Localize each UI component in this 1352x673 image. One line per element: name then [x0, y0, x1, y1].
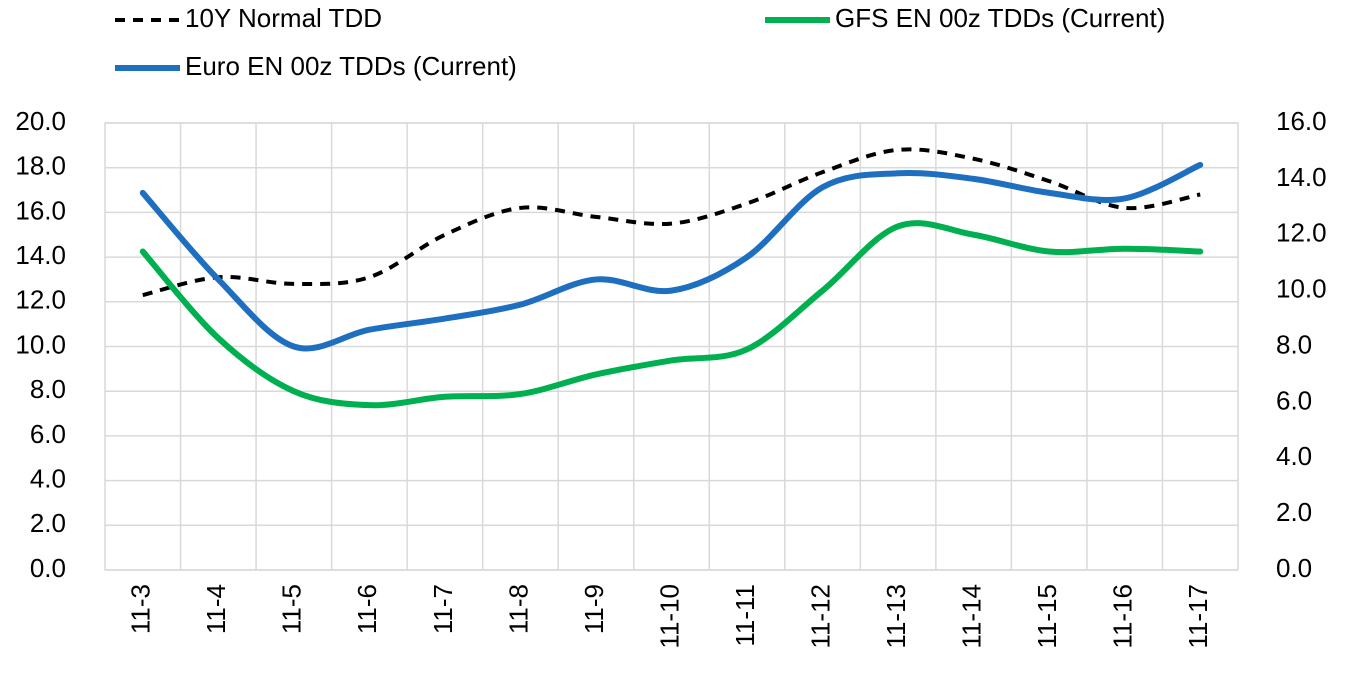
- y2-tick-label: 4.0: [1276, 441, 1312, 471]
- y-tick-label: 14.0: [15, 240, 66, 270]
- y-tick-label: 0.0: [30, 553, 66, 583]
- x-tick-label: 11-11: [730, 584, 760, 647]
- y-tick-label: 2.0: [30, 508, 66, 538]
- x-tick-label: 11-5: [277, 584, 307, 634]
- y2-tick-label: 8.0: [1276, 329, 1312, 359]
- x-tick-label: 11-4: [201, 584, 231, 634]
- x-tick-label: 11-9: [579, 584, 609, 634]
- x-tick-label: 11-3: [126, 584, 156, 634]
- y2-tick-label: 16.0: [1276, 106, 1327, 136]
- y-tick-label: 20.0: [15, 106, 66, 136]
- x-tick-label: 11-16: [1108, 584, 1138, 649]
- x-tick-label: 11-17: [1183, 584, 1213, 649]
- y2-tick-label: 12.0: [1276, 218, 1327, 248]
- legend-label: GFS EN 00z TDDs (Current): [835, 3, 1165, 33]
- x-tick-label: 11-7: [428, 584, 458, 634]
- x-tick-label: 11-12: [805, 584, 835, 649]
- x-tick-label: 11-6: [352, 584, 382, 634]
- y2-tick-label: 2.0: [1276, 497, 1312, 527]
- legend-label: 10Y Normal TDD: [185, 3, 382, 33]
- y2-tick-label: 14.0: [1276, 162, 1327, 192]
- x-tick-label: 11-8: [503, 584, 533, 634]
- y2-tick-label: 6.0: [1276, 385, 1312, 415]
- series-line: [142, 147, 1201, 298]
- y-tick-label: 10.0: [15, 329, 66, 359]
- y-tick-label: 4.0: [30, 463, 66, 493]
- y-tick-label: 6.0: [30, 419, 66, 449]
- y-tick-label: 8.0: [30, 374, 66, 404]
- x-tick-label: 11-13: [881, 584, 911, 649]
- y-tick-label: 18.0: [15, 151, 66, 181]
- plot-border: [104, 122, 1239, 571]
- y2-tick-label: 0.0: [1276, 553, 1312, 583]
- y2-tick-label: 10.0: [1276, 274, 1327, 304]
- series-line: [139, 220, 1204, 409]
- series-line: [139, 161, 1204, 352]
- y-tick-label: 16.0: [15, 195, 66, 225]
- x-tick-label: 11-14: [957, 584, 987, 649]
- x-tick-label: 11-15: [1032, 584, 1062, 649]
- legend-label: Euro EN 00z TDDs (Current): [185, 51, 517, 81]
- y-tick-label: 12.0: [15, 285, 66, 315]
- x-tick-label: 11-10: [654, 584, 684, 649]
